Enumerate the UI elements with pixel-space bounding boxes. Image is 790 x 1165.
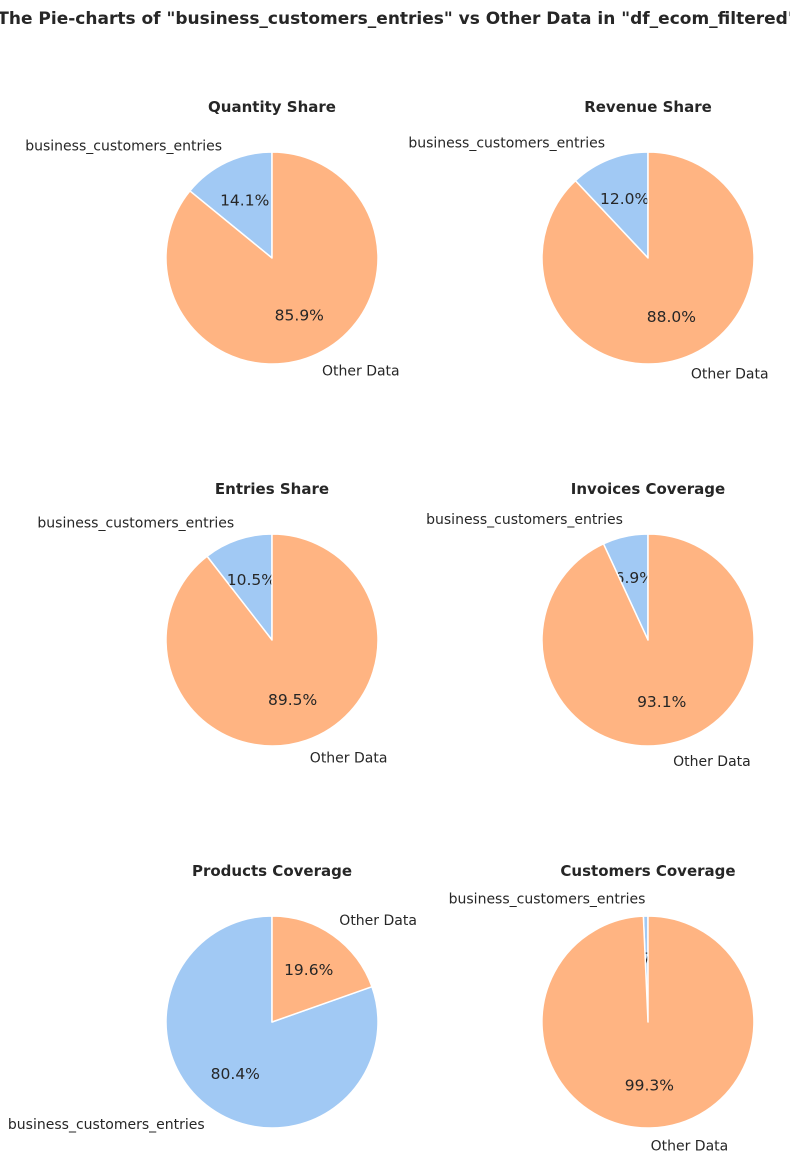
pie-title: Entries Share xyxy=(215,480,329,498)
slice-label: business_customers_entries xyxy=(426,512,623,528)
pie-slice-other-data xyxy=(165,533,379,747)
slice-percent-label: 6.9% xyxy=(615,569,654,587)
pie-slice-business-customers-entries xyxy=(574,151,649,259)
pie-title: Invoices Coverage xyxy=(571,480,725,498)
slice-label: Other Data xyxy=(339,913,417,929)
pie-title: Revenue Share xyxy=(584,98,712,116)
pie-title: Customers Coverage xyxy=(560,862,735,880)
pie-invoices-coverage: Invoices Coverage business_customers_entr… xyxy=(426,480,755,770)
pie-customers-coverage: Customers Coverage business_customers_ent… xyxy=(449,862,755,1155)
pie-quantity-share: Quantity Share business_customers_entries… xyxy=(25,98,399,379)
slice-label: Other Data xyxy=(322,363,400,379)
charts-grid: Quantity Share business_customers_entries… xyxy=(8,98,769,1155)
slice-percent-label: 93.1% xyxy=(637,693,686,711)
slice-percent-label: 80.4% xyxy=(211,1065,260,1083)
slice-percent-label: 12.0% xyxy=(600,190,649,208)
slice-percent-label: 89.5% xyxy=(268,691,317,709)
slice-label: business_customers_entries xyxy=(37,516,234,532)
slice-label: Other Data xyxy=(691,366,769,382)
figure-title: The Pie-charts of "business_customers_en… xyxy=(0,9,790,29)
slice-percent-label: 10.5% xyxy=(227,571,276,589)
pie-slice-other-data xyxy=(271,915,373,1023)
slice-label: business_customers_entries xyxy=(449,891,646,907)
slice-label: business_customers_entries xyxy=(8,1117,205,1133)
pie-slice-other-data xyxy=(541,533,755,747)
slice-percent-label: 99.3% xyxy=(625,1077,674,1095)
pie-slice-other-data xyxy=(165,151,379,365)
slice-percent-label: 14.1% xyxy=(220,192,269,210)
pie-slice-other-data xyxy=(541,151,755,365)
pie-slice-business-customers-entries xyxy=(206,533,273,641)
slice-label: Other Data xyxy=(651,1139,729,1155)
pie-products-coverage: Products Coverage business_customers_entr… xyxy=(8,862,417,1133)
pie-title: Products Coverage xyxy=(192,862,352,880)
slice-label: Other Data xyxy=(673,754,751,770)
pie-slice-other-data xyxy=(541,915,755,1129)
slice-percent-label: 85.9% xyxy=(275,307,324,325)
slice-label: business_customers_entries xyxy=(25,139,222,155)
slice-label: Other Data xyxy=(310,750,388,766)
pie-title: Quantity Share xyxy=(208,98,336,116)
slice-percent-label: 19.6% xyxy=(284,961,333,979)
slice-label: business_customers_entries xyxy=(408,136,605,152)
pie-revenue-share: Revenue Share business_customers_entries 1… xyxy=(408,98,768,382)
slice-percent-label: 88.0% xyxy=(647,308,696,326)
pie-slice-business-customers-entries xyxy=(189,151,273,259)
pie-entries-share: Entries Share business_customers_entries 1… xyxy=(37,480,387,766)
